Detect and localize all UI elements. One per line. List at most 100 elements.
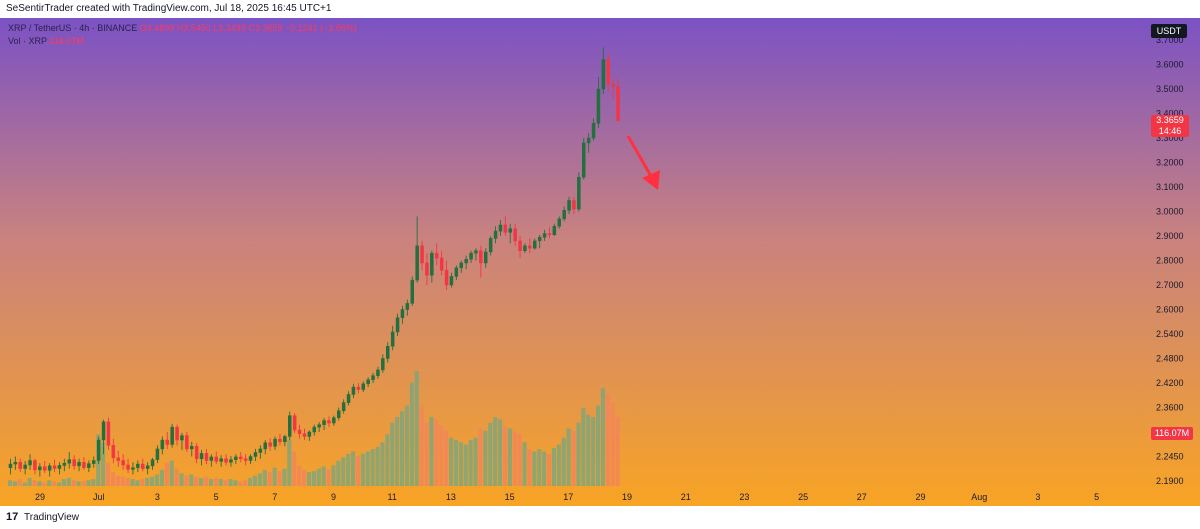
y-tick-label: 3.2000 [1156, 158, 1184, 168]
volume-bar [360, 453, 365, 486]
candle [253, 448, 258, 461]
candle [586, 133, 591, 153]
x-tick-label: 15 [505, 492, 515, 502]
currency-button[interactable]: USDT [1151, 24, 1187, 38]
candle [444, 260, 449, 290]
volume-bar [189, 474, 194, 486]
y-tick-label: 2.7000 [1156, 280, 1184, 290]
y-tick-label: 2.2450 [1156, 452, 1184, 462]
x-tick-label: 21 [681, 492, 691, 502]
candle [209, 454, 214, 467]
y-tick-label: 3.4000 [1156, 109, 1184, 119]
volume-bar [517, 434, 522, 486]
candle [508, 223, 512, 244]
candle-countdown: 14:46 [1158, 126, 1182, 136]
x-tick-label: 29 [35, 492, 45, 502]
volume-bar [385, 434, 390, 486]
volume-bar [444, 430, 449, 486]
volume-bar [542, 451, 547, 486]
candle [503, 216, 508, 236]
volume-bar [164, 463, 169, 486]
volume-bar [400, 411, 405, 486]
volume-bar [204, 476, 209, 486]
volume-bar [257, 473, 262, 486]
candle [239, 452, 243, 463]
candle [390, 325, 395, 351]
volume-bar [155, 474, 160, 486]
candle [268, 438, 272, 451]
volume-bar [615, 417, 620, 486]
volume-bar [42, 482, 47, 486]
y-tick-label: 3.6000 [1156, 60, 1184, 70]
chart-area[interactable]: 3.7000 3.6000 3.5000 3.4000 3.3000 3.2000 3.10… [0, 18, 1200, 506]
candle [381, 354, 385, 373]
volume-bar [375, 446, 380, 486]
volume-bar [512, 430, 517, 486]
volume-bar [81, 481, 86, 486]
candle [596, 76, 601, 129]
candle [258, 445, 263, 459]
volume-bar [463, 444, 468, 486]
candle [616, 77, 620, 122]
price-chart[interactable]: 3.7000 3.6000 3.5000 3.4000 3.3000 3.2000 3.10… [0, 18, 1200, 506]
volume-bar [32, 480, 37, 486]
candle [601, 47, 606, 94]
candle [92, 456, 96, 468]
volume-tag: 116.07M [1151, 427, 1193, 440]
volume-bar [409, 382, 414, 486]
candle [204, 448, 209, 465]
volume-bar [302, 469, 307, 486]
volume-bar [316, 468, 321, 486]
x-tick-label: 9 [331, 492, 336, 502]
candle [18, 458, 22, 473]
volume-bar [292, 451, 297, 486]
volume-bar [106, 463, 111, 486]
candle [327, 416, 331, 428]
candle [263, 440, 267, 455]
volume-bar [321, 466, 326, 486]
candle [214, 451, 218, 465]
volume-bar [184, 475, 189, 486]
y-tick-label: 3.3000 [1156, 133, 1184, 143]
volume-bar [591, 417, 596, 486]
candle [47, 463, 52, 477]
candle [165, 432, 169, 449]
volume-bar [610, 403, 615, 486]
volume-bar [404, 405, 409, 486]
candle [547, 227, 552, 239]
volume-bar [395, 417, 400, 486]
y-tick-label: 2.9000 [1156, 231, 1184, 241]
candle [513, 223, 517, 246]
volume-bar [306, 472, 311, 486]
candle [337, 407, 341, 421]
candles [8, 47, 620, 477]
candle [479, 245, 483, 278]
candle [96, 436, 101, 465]
candle [224, 454, 228, 466]
x-tick-label: 5 [214, 492, 219, 502]
tradingview-logo-icon[interactable]: 17 [6, 511, 19, 523]
candle [459, 260, 463, 273]
candle [219, 455, 223, 467]
candle [484, 248, 488, 268]
volume-bar [91, 479, 96, 486]
candle [175, 424, 179, 446]
volume-bar [243, 480, 248, 486]
volume-bar [576, 422, 581, 486]
x-tick-label: 29 [915, 492, 925, 502]
arrow-head [642, 170, 660, 190]
volume-bar [346, 453, 351, 486]
candle [273, 436, 277, 450]
footer-brand[interactable]: TradingView [24, 512, 80, 523]
time-axis: 29 Jul 3 5 7 9 11 13 15 17 19 21 23 25 27 29 Aug 3 5 [35, 492, 1099, 502]
volume-bar [145, 477, 150, 486]
candle [572, 196, 576, 214]
volume-bar [61, 479, 66, 486]
volume-bar [8, 480, 13, 486]
volume-bar [248, 477, 253, 486]
volume-legend: Vol · XRP 116.07M [8, 36, 84, 46]
down-arrow-annotation [626, 135, 660, 190]
candle [425, 253, 429, 285]
y-tick-label: 3.5000 [1156, 84, 1184, 94]
candle [346, 391, 351, 406]
